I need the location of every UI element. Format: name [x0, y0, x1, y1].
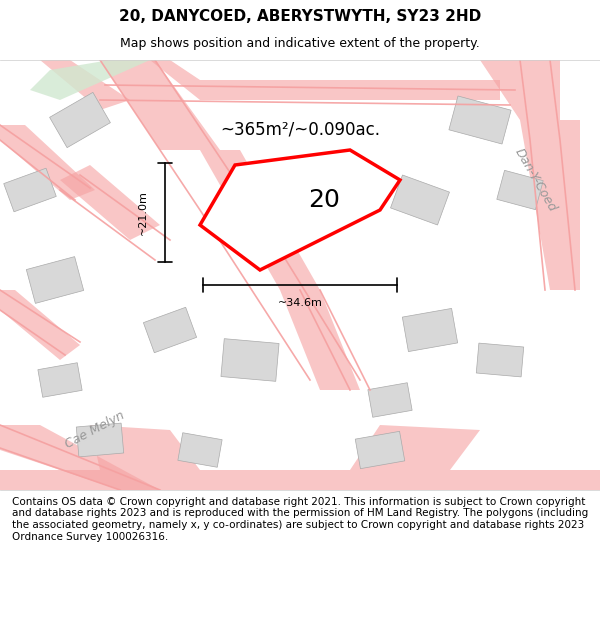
Polygon shape	[200, 150, 320, 290]
Text: 20, DANYCOED, ABERYSTWYTH, SY23 2HD: 20, DANYCOED, ABERYSTWYTH, SY23 2HD	[119, 9, 481, 24]
Bar	[221, 339, 279, 381]
Polygon shape	[30, 60, 150, 100]
Bar	[4, 168, 56, 212]
Text: Dan-Y-Coed: Dan-Y-Coed	[512, 146, 559, 214]
Polygon shape	[60, 165, 160, 240]
Bar	[449, 96, 511, 144]
Bar	[497, 171, 543, 209]
Bar	[26, 257, 83, 303]
Polygon shape	[40, 60, 130, 110]
Text: ~365m²/~0.090ac.: ~365m²/~0.090ac.	[220, 121, 380, 139]
Text: Cae Melyn: Cae Melyn	[63, 409, 127, 451]
Bar	[143, 308, 197, 352]
Text: ~34.6m: ~34.6m	[278, 298, 322, 308]
Polygon shape	[0, 125, 95, 200]
Bar	[38, 362, 82, 398]
Polygon shape	[0, 425, 160, 490]
Polygon shape	[350, 425, 480, 470]
Polygon shape	[0, 470, 600, 490]
Bar	[355, 431, 405, 469]
Polygon shape	[0, 290, 80, 360]
Polygon shape	[200, 150, 400, 270]
Bar	[50, 92, 110, 148]
Polygon shape	[150, 60, 500, 100]
Polygon shape	[280, 290, 360, 390]
Text: ~21.0m: ~21.0m	[138, 190, 148, 235]
Polygon shape	[480, 60, 560, 120]
Text: Map shows position and indicative extent of the property.: Map shows position and indicative extent…	[120, 37, 480, 50]
Text: 20: 20	[308, 188, 340, 212]
Bar	[391, 175, 449, 225]
Bar	[278, 174, 342, 226]
Polygon shape	[100, 60, 220, 150]
Bar	[403, 308, 458, 352]
Polygon shape	[520, 120, 580, 290]
Bar	[76, 423, 124, 457]
Polygon shape	[90, 425, 200, 470]
Bar	[178, 432, 222, 468]
Text: Contains OS data © Crown copyright and database right 2021. This information is : Contains OS data © Crown copyright and d…	[12, 497, 588, 541]
Bar	[476, 343, 524, 377]
Bar	[368, 382, 412, 418]
